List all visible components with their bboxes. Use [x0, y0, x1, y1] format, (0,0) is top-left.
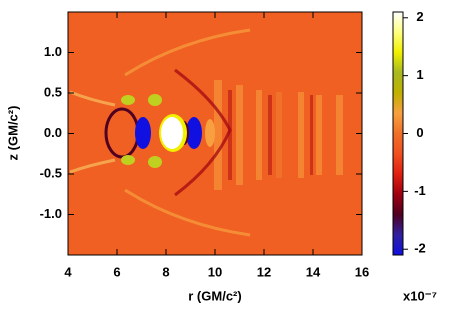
x-tick-label: 6: [113, 264, 120, 279]
colorbar-label: x10⁻⁷: [403, 288, 437, 303]
colorbar-tick-label: 2: [416, 9, 423, 24]
field-blob: [205, 119, 215, 147]
y-tick-label: 0.0: [44, 125, 62, 140]
field-blob: [161, 117, 183, 149]
colorbar-tick-label: 0: [416, 125, 423, 140]
field-blob: [148, 94, 162, 106]
field-stripes: [214, 80, 343, 190]
field-blob: [186, 117, 202, 149]
colorbar-tick-label: -1: [414, 183, 426, 198]
colorbar-tick-label: -2: [414, 241, 426, 256]
field-blob: [121, 155, 135, 165]
x-tick-label: 16: [355, 264, 369, 279]
y-tick-label: -1.0: [40, 206, 62, 221]
field-blob: [148, 156, 162, 168]
x-tick-label: 14: [306, 264, 321, 279]
field-blob: [135, 117, 151, 149]
x-tick-label: 12: [257, 264, 271, 279]
x-tick-label: 10: [208, 264, 222, 279]
y-axis-label: z (GM/c²): [5, 106, 20, 161]
x-tick-label: 4: [64, 264, 72, 279]
y-tick-label: 1.0: [44, 44, 62, 59]
field-blob: [121, 95, 135, 105]
field-arcs: [69, 28, 251, 237]
x-axis-label: r (GM/c²): [188, 288, 241, 303]
y-tick-label: -0.5: [40, 165, 62, 180]
colorbar: [392, 11, 404, 256]
x-tick-label: 8: [162, 264, 169, 279]
colorbar-tick-label: 1: [416, 67, 423, 82]
y-tick-label: 0.5: [44, 84, 62, 99]
field: [68, 12, 362, 255]
